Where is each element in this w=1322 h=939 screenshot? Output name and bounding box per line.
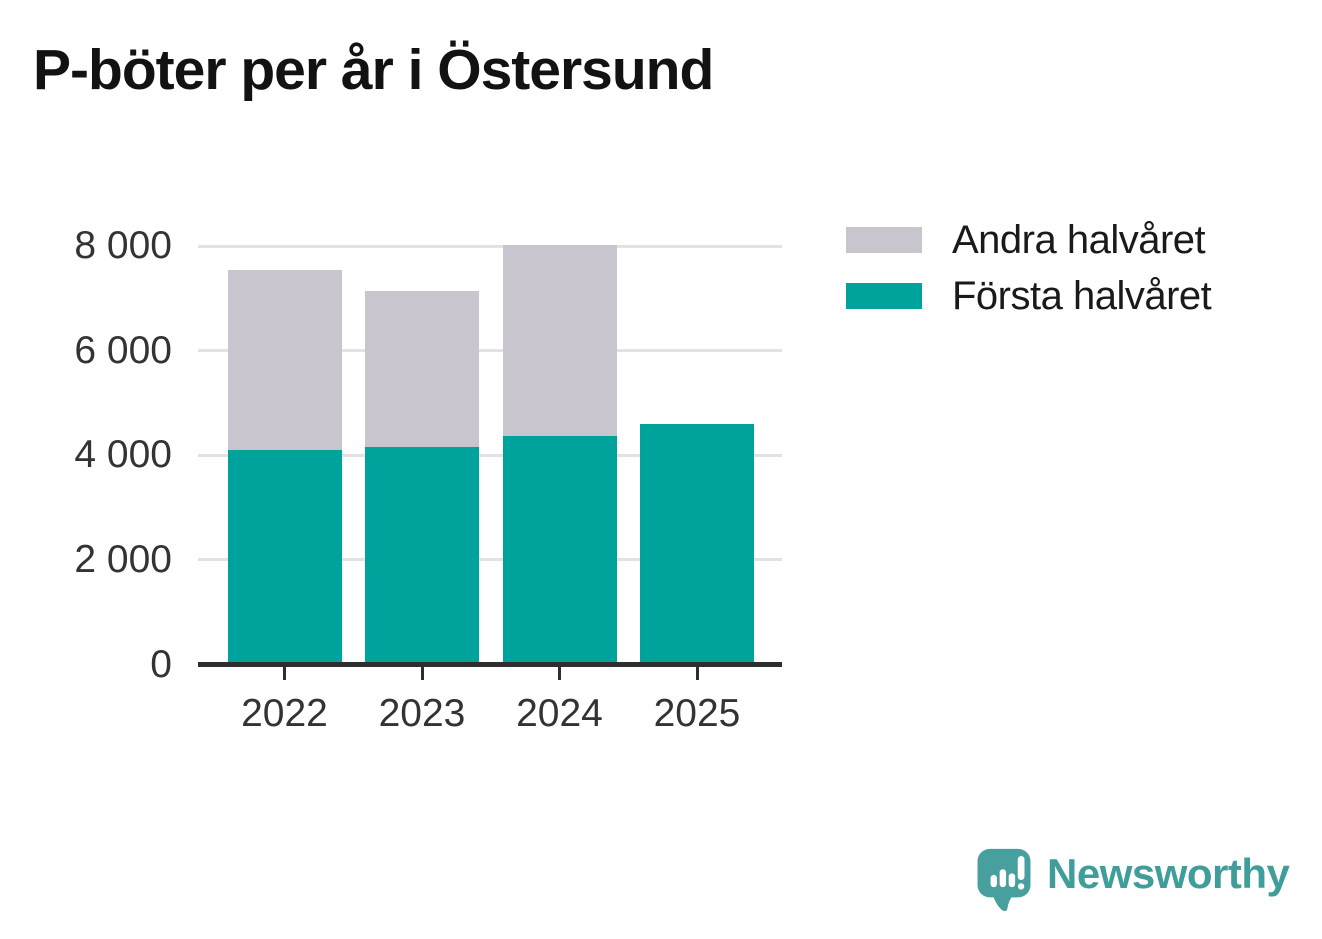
- x-axis-tick-2022: [283, 667, 286, 680]
- legend-swatch-andra-halvaret: [846, 227, 922, 253]
- logo-exclamation-bar: [1017, 856, 1025, 880]
- logo-bar-1: [990, 874, 997, 888]
- x-tick-label-2022: 2022: [241, 692, 328, 735]
- x-axis-tick-2023: [420, 667, 424, 680]
- logo-exclamation-dot: [1017, 883, 1025, 890]
- x-axis-tick-2024: [558, 667, 561, 680]
- bar-segment-andra-2023: [365, 291, 479, 448]
- logo-bar-2: [999, 869, 1007, 888]
- chart-title: P-böter per år i Östersund: [33, 38, 714, 102]
- bar-segment-andra-2024: [502, 245, 617, 436]
- x-tick-label-2023: 2023: [378, 692, 466, 735]
- legend-item-andra-halvaret: Andra halvåret: [846, 220, 1211, 260]
- newsworthy-branding: Newsworthy: [977, 847, 1307, 917]
- logo-bar-3: [1008, 873, 1016, 888]
- newsworthy-wordmark: Newsworthy: [1047, 850, 1290, 897]
- gridline-6000: [198, 349, 782, 353]
- y-tick-label-6000: 6 000: [74, 328, 172, 372]
- y-tick-label-0: 0: [150, 642, 172, 686]
- bar-segment-forsta-2024: [502, 435, 617, 665]
- y-tick-label-4000: 4 000: [74, 433, 172, 477]
- gridline-2000: [198, 558, 782, 562]
- x-axis-tick-2025: [695, 667, 699, 680]
- logo-speech-bubble-tail: [992, 893, 1015, 912]
- x-tick-label-2025: 2025: [653, 692, 741, 735]
- gridline-8000: [198, 244, 782, 248]
- legend-label-andra-halvaret: Andra halvåret: [952, 218, 1206, 262]
- y-tick-label-2000: 2 000: [74, 537, 172, 581]
- bar-segment-forsta-2025: [640, 424, 754, 665]
- bar-segment-andra-2022: [227, 269, 342, 450]
- bar-segment-forsta-2022: [227, 450, 342, 665]
- y-tick-label-8000: 8 000: [74, 224, 172, 267]
- gridline-4000: [198, 453, 782, 457]
- legend-swatch-forsta-halvaret: [846, 283, 922, 309]
- legend: Andra halvåret Första halvåret: [846, 220, 1212, 339]
- x-axis-line: [198, 662, 782, 667]
- x-tick-label-2024: 2024: [516, 692, 603, 735]
- newsworthy-logo-icon: [977, 848, 1031, 912]
- bar-segment-forsta-2023: [365, 447, 479, 665]
- legend-item-forsta-halvaret: Första halvåret: [846, 276, 1212, 316]
- legend-label-forsta-halvaret: Första halvåret: [952, 274, 1212, 318]
